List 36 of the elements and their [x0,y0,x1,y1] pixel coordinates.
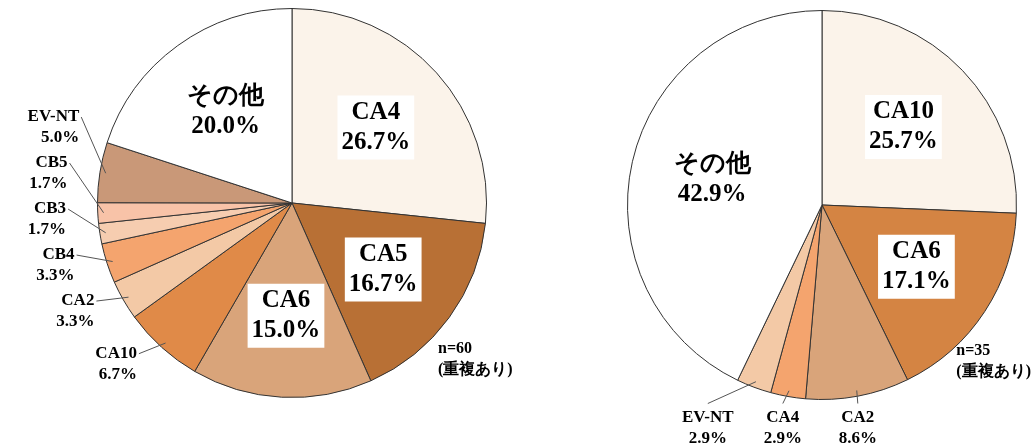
slice-label: CA6 [892,236,941,264]
data-label: 42.9% [677,179,747,207]
text: n=35 [956,341,991,359]
data-label: 15.0% [251,315,321,343]
data-label: 1.7% [29,173,68,193]
text: (重複あり) [956,362,1031,381]
slice-label: CA5 [358,238,408,266]
slice-label: CA10 [872,96,934,124]
slice-label: CB3 [33,198,67,218]
slice-label: CA6 [261,285,311,313]
slice-label: EV-NT [27,106,80,126]
data-label: 8.6% [838,427,877,446]
slice-label: その他 [187,81,266,109]
text: n=60 [438,339,473,357]
slice-label: CB5 [35,152,68,172]
slice-label: CB4 [42,244,76,264]
data-label: 6.7% [98,364,137,384]
data-label: 17.1% [882,266,951,294]
data-label: 1.7% [27,219,67,239]
data-label: 20.0% [191,111,261,139]
slice-label: CA2 [61,290,95,310]
slice-label: CA2 [841,406,875,426]
text: (重複あり) [438,360,513,379]
data-label: 25.7% [869,126,938,154]
slice-label: EV-NT [681,406,735,426]
data-label: 3.3% [56,311,95,331]
data-label: 16.7% [348,268,418,296]
data-label: 3.3% [36,265,75,285]
slice-label: CA4 [351,96,401,124]
slice-label: その他 [673,149,752,177]
slice-label: CA4 [766,406,800,426]
data-label: 5.0% [41,127,80,147]
slice-label: CA10 [95,343,137,363]
data-label: 26.7% [341,126,411,154]
data-label: 2.9% [763,427,802,446]
data-label: 2.9% [688,427,727,446]
